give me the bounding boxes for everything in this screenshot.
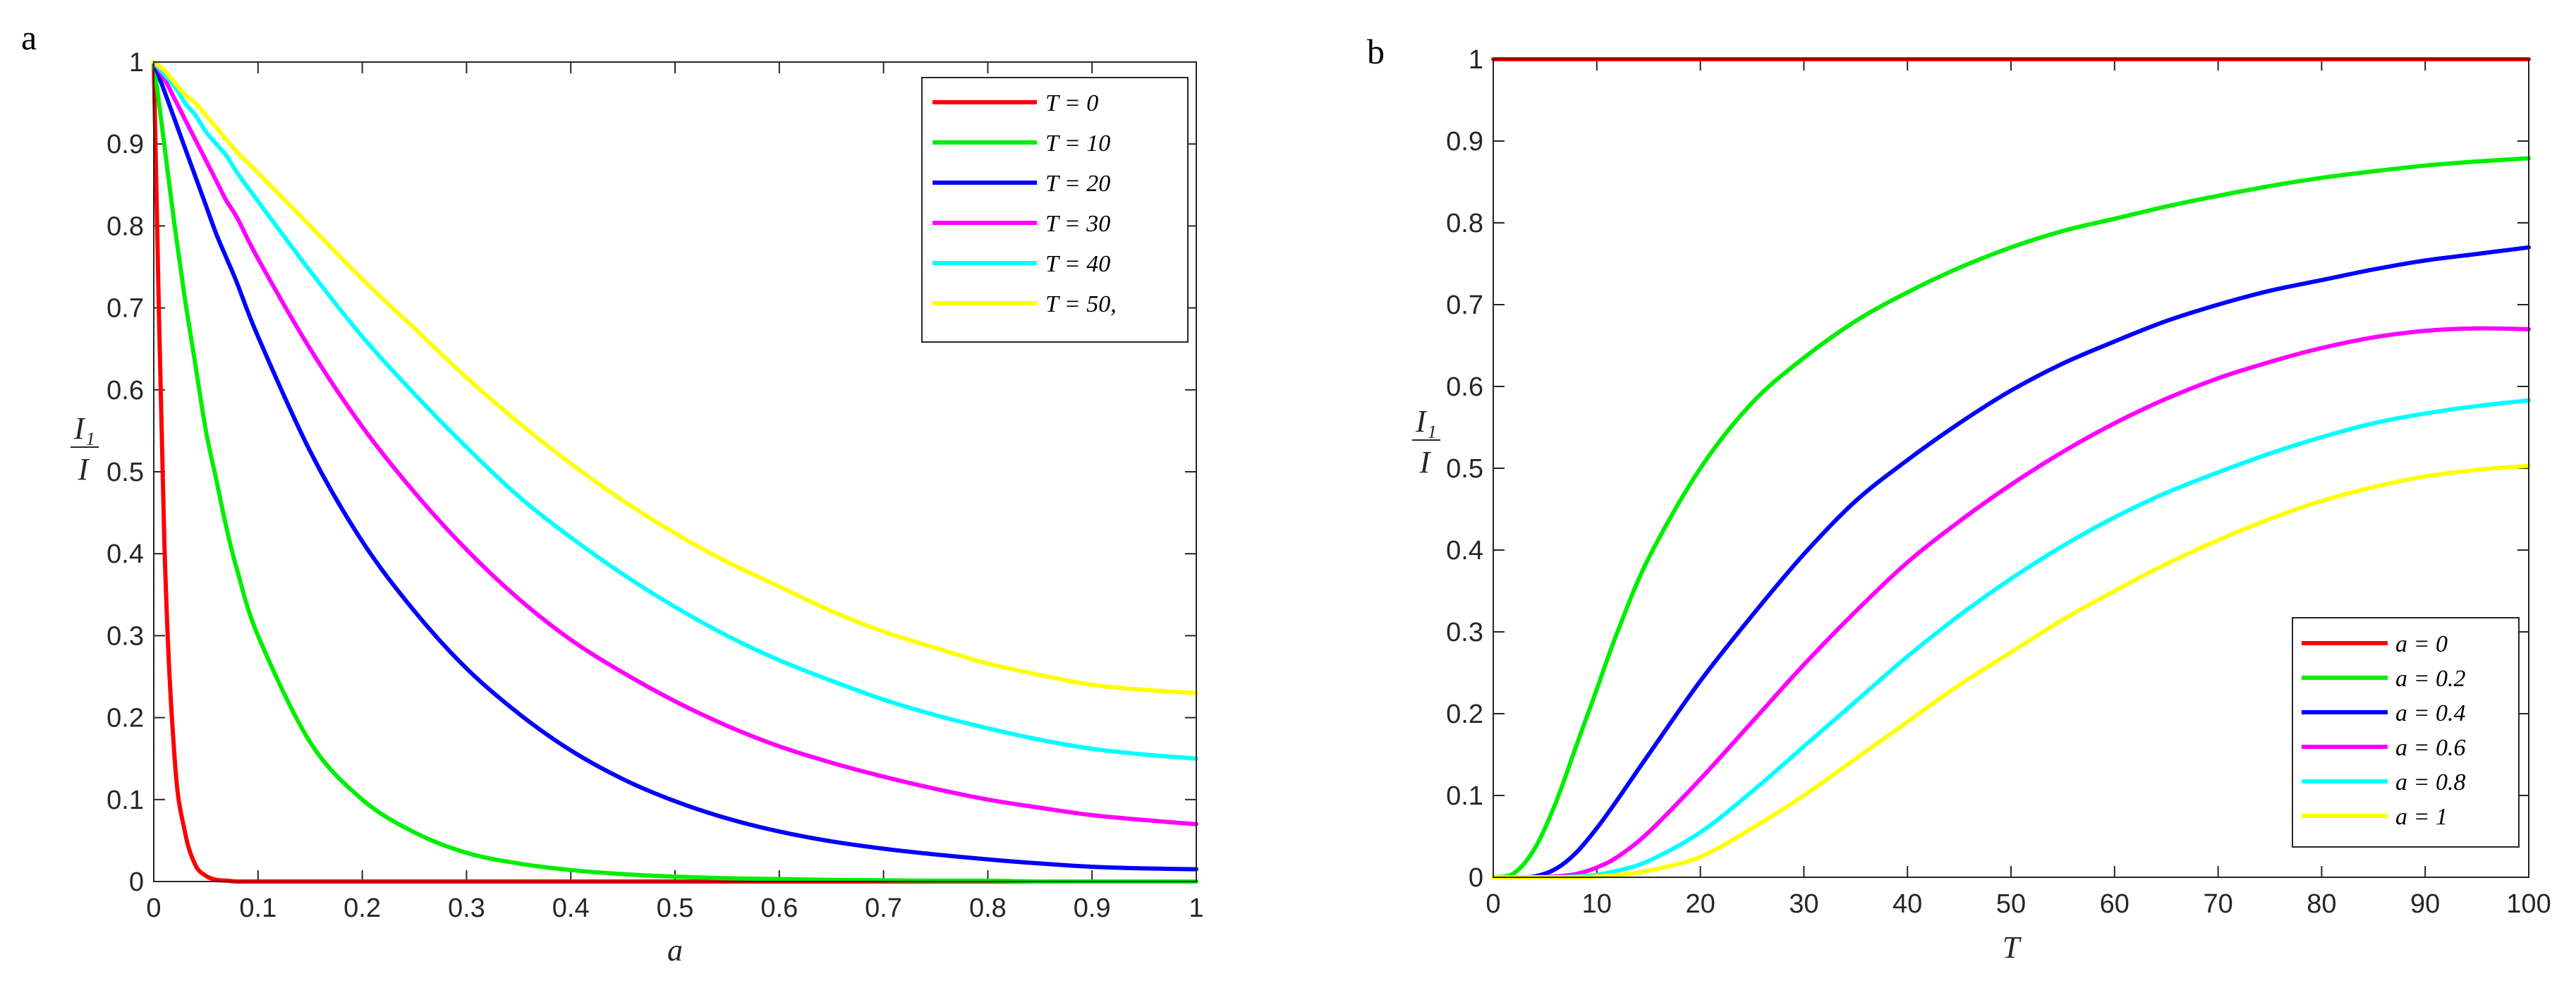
series-line-t30 (152, 60, 1198, 827)
y-tick-label: 0.1 (1446, 781, 1483, 811)
legend-entry-label: T = 20 (1045, 171, 1110, 197)
y-tick-labels-a: 0 0.1 0.2 0.3 0.4 0.5 0.6 0.7 0.8 0.9 1 (107, 48, 144, 897)
y-axis-label-denominator-a: I (78, 452, 90, 487)
y-tick-label: 0.7 (107, 294, 144, 324)
legend-entry-label: T = 50, (1045, 291, 1117, 317)
x-tick-label: 0 (146, 894, 161, 923)
x-tick-label: 100 (2506, 889, 2551, 919)
legend-entry-label: T = 0 (1045, 90, 1098, 116)
x-tick-label: 60 (2100, 889, 2130, 919)
x-tick-label: 0.5 (657, 894, 694, 923)
legend-entry-label: a = 1 (2395, 804, 2448, 830)
y-tick-label: 1 (129, 48, 144, 78)
y-axis-label-numerator-a: I₁ (73, 411, 95, 446)
series-line-a0.6 (1491, 326, 2531, 880)
y-tick-labels-b: 0 0.1 0.2 0.3 0.4 0.5 0.6 0.7 0.8 0.9 1 (1446, 45, 1483, 893)
legend-box-b (2292, 617, 2520, 848)
y-tick-label: 0.8 (1446, 209, 1483, 238)
y-tick-label: 0 (129, 867, 144, 897)
y-tick-label: 0.3 (1446, 618, 1483, 647)
y-tick-label: 0.2 (1446, 700, 1483, 729)
x-tick-label: 70 (2203, 889, 2232, 919)
y-tick-label: 0.5 (107, 458, 144, 487)
y-tick-label: 0.4 (107, 539, 144, 569)
legend-entry-label: T = 40 (1045, 251, 1110, 277)
series-line-t50 (152, 60, 1198, 695)
y-tick-label: 1 (1469, 45, 1483, 75)
y-tick-label: 0.3 (107, 621, 144, 651)
x-tick-label: 0.2 (344, 894, 381, 923)
y-tick-label: 0.6 (107, 376, 144, 405)
legend-entry-label: a = 0.6 (2395, 735, 2465, 761)
y-axis-label-numerator-b: I₁ (1415, 404, 1437, 439)
x-tick-label: 0.7 (865, 894, 902, 923)
x-tick-label: 1 (1189, 894, 1203, 923)
x-tick-label: 40 (1892, 889, 1922, 919)
x-tick-label: 0.4 (552, 894, 590, 923)
x-axis-label-b: T (2003, 930, 2022, 965)
chart-panel-a: a 0 0.1 0.2 0.3 0.4 0.5 0.6 0.7 0.8 0.9 1 00.10.20… (21, 18, 1204, 968)
chart-panel-b: b 0 10 20 30 40 50 60 70 80 90 100 0 0.1 0.2 0.3 0.4 0.… (1367, 32, 2551, 965)
panel-label-a: a (21, 18, 37, 57)
x-tick-label: 0 (1486, 889, 1500, 919)
x-tick-label: 0.6 (760, 894, 798, 923)
y-axis-label-denominator-b: I (1419, 445, 1432, 480)
series-line-t10 (152, 60, 1198, 884)
axes-box-a (153, 61, 1197, 882)
x-tick-labels-b: 0 10 20 30 40 50 60 70 80 90 100 (1486, 889, 2551, 919)
series-line-t40 (152, 60, 1198, 761)
series-line-a0.2 (1491, 156, 2531, 879)
legend-entry-label: a = 0 (2395, 631, 2448, 657)
y-tick-label: 0.5 (1446, 454, 1483, 484)
y-tick-label: 0.6 (1446, 372, 1483, 402)
legend-entry-label: T = 10 (1045, 130, 1110, 157)
y-tick-label: 0.8 (107, 212, 144, 241)
y-axis-label-a: I₁ I (71, 411, 99, 487)
legend-a: T = 0 T = 10 T = 20 T = 30 T = 40 T = 50, (921, 77, 1189, 343)
x-tick-label: 0.3 (448, 894, 485, 923)
x-tick-labels-a: 0 0.1 0.2 0.3 0.4 0.5 0.6 0.7 0.8 0.9 1 (146, 894, 1203, 923)
x-tick-label: 0.1 (239, 894, 277, 923)
x-axis-label-a: a (667, 933, 683, 968)
y-tick-label: 0.4 (1446, 536, 1483, 566)
legend-b: a = 0 a = 0.2 a = 0.4 a = 0.6 a = 0.8 a = 1 (2292, 617, 2520, 848)
x-tick-label: 0.9 (1074, 894, 1111, 923)
y-axis-label-b: I₁ I (1412, 404, 1440, 480)
y-tick-label: 0.2 (107, 704, 144, 733)
legend-entry-label: a = 0.4 (2395, 700, 2465, 726)
x-tick-label: 10 (1582, 889, 1612, 919)
x-tick-label: 80 (2307, 889, 2336, 919)
legend-entry-label: T = 30 (1045, 211, 1110, 237)
series-line-t20 (152, 60, 1198, 872)
legend-entry-label: a = 0.2 (2395, 666, 2465, 692)
y-tick-label: 0.7 (1446, 291, 1483, 320)
series-line-a0.4 (1491, 245, 2531, 880)
legend-box-a (921, 77, 1189, 343)
legend-entry-label: a = 0.8 (2395, 769, 2465, 795)
panel-label-b: b (1367, 32, 1385, 71)
y-tick-label: 0 (1469, 863, 1483, 893)
y-tick-label: 0.9 (107, 130, 144, 159)
x-tick-label: 50 (1996, 889, 2026, 919)
y-tick-label: 0.1 (107, 786, 144, 815)
y-tick-label: 0.9 (1446, 127, 1483, 157)
x-tick-label: 20 (1685, 889, 1715, 919)
x-tick-label: 90 (2410, 889, 2440, 919)
x-tick-label: 30 (1789, 889, 1818, 919)
axes-box-b (1493, 59, 2529, 878)
x-tick-label: 0.8 (969, 894, 1007, 923)
